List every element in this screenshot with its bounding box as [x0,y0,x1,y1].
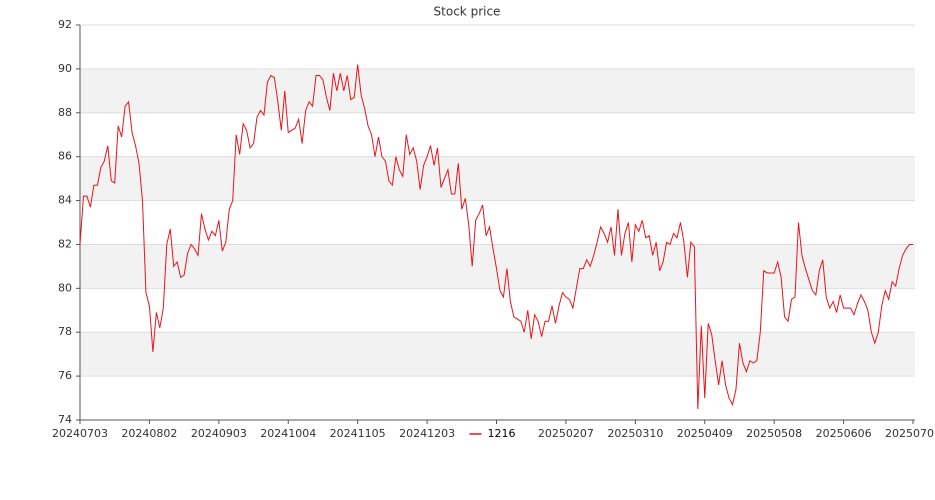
legend-box [465,426,528,442]
x-tick-label: 20250606 [816,427,872,440]
legend: 1216 [465,426,528,442]
chart-title: Stock price [434,5,501,19]
y-tick-label: 76 [58,369,72,382]
x-tick-label: 20241105 [330,427,386,440]
y-tick-label: 82 [58,237,72,250]
x-tick-label: 20241004 [260,427,316,440]
x-tick-label: 20240703 [52,427,108,440]
grid-band [80,332,915,377]
x-tick-label: 20240802 [121,427,177,440]
x-tick-label: 20250207 [538,427,594,440]
grid-band [80,156,915,201]
y-tick-label: 78 [58,325,72,338]
line [79,64,913,410]
x-tick-label: 20240903 [191,427,247,440]
x-tick-label: 20250707 [885,427,935,440]
x-tick-label: 20250508 [746,427,802,440]
x-tick-label: 20241203 [399,427,455,440]
y-tick-label: 90 [58,62,72,75]
y-tick-label: 88 [58,106,72,119]
legend-label: 1216 [488,427,516,440]
x-tick-label: 20250409 [677,427,733,440]
y-tick-label: 86 [58,150,72,163]
y-tick-label: 92 [58,18,72,31]
y-tick-label: 84 [58,194,72,207]
y-tick-label: 74 [58,413,72,426]
x-tick-label: 20250310 [607,427,663,440]
y-tick-label: 80 [58,281,72,294]
grid-band [80,68,915,113]
grid-band [80,244,915,289]
